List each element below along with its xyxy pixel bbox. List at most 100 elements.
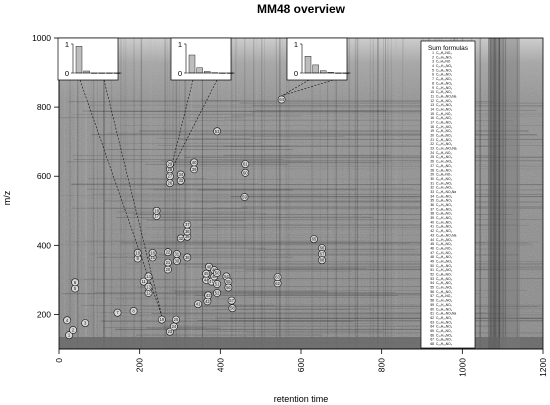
peak-label: 23	[168, 329, 173, 334]
legend-entry: 7 C₁₈H₁₉NO₃	[432, 77, 452, 81]
legend-entry: 25 C₂₁H₂₆NO₃	[430, 155, 452, 159]
horizontal-streak	[200, 278, 543, 279]
legend-entry-number: 24	[430, 151, 434, 155]
vertical-streak	[377, 38, 379, 349]
vertical-streak	[288, 38, 290, 349]
peak-circle	[277, 95, 286, 104]
horizontal-streak	[84, 278, 170, 280]
horizontal-streak	[133, 214, 513, 215]
peak-label: 59	[242, 195, 247, 200]
horizontal-streak	[184, 318, 543, 319]
legend-entry: 58 C₂₀H₂₅NO₄	[430, 299, 453, 303]
vertical-streak	[304, 38, 306, 349]
peak-marker: 13	[144, 282, 153, 291]
horizontal-streak	[187, 251, 419, 253]
horizontal-streak	[104, 200, 426, 202]
horizontal-streak	[116, 217, 374, 218]
legend-entry-number: 14	[430, 107, 434, 111]
peak-marker: 34	[176, 170, 185, 179]
vertical-streak	[202, 38, 203, 349]
horizontal-streak	[248, 249, 416, 251]
horizontal-streak	[223, 154, 391, 156]
peak-marker: 32	[176, 234, 185, 243]
vertical-streak	[77, 38, 79, 349]
legend-entry-formula: C₂₁H₂₆NO₄	[436, 325, 453, 329]
legend-entry-formula: C₂₁H₂₆NO₃	[436, 155, 453, 159]
peak-label: 32	[178, 236, 183, 241]
legend-entry-formula: C₂₀H₂₁NO₅	[436, 220, 453, 224]
horizontal-streak	[227, 243, 357, 245]
legend-entry-number: 60	[430, 307, 434, 311]
horizontal-streak	[178, 146, 502, 147]
horizontal-streak	[61, 293, 434, 295]
legend-entry: 47 C₂₀H₁₇NO₄	[430, 251, 452, 255]
peak-marker: 30	[172, 256, 181, 265]
inset-tick-label: 1	[294, 40, 298, 49]
vertical-streak	[357, 38, 359, 349]
legend-entry-number: 51	[430, 268, 434, 272]
legend-entry-number: 38	[430, 212, 434, 216]
peak-label: 15	[150, 255, 155, 260]
legend-entry: 16 C₁₉H₁₉NO₂	[430, 116, 452, 120]
isotope-inset: 01	[170, 37, 235, 81]
peak-circle	[213, 269, 221, 277]
isotope-inset: 01	[286, 37, 351, 81]
horizontal-streak	[110, 208, 543, 209]
horizontal-streak	[101, 320, 354, 322]
vertical-streak	[516, 38, 518, 349]
vertical-streak	[69, 38, 71, 349]
peak-label: 68	[320, 258, 325, 263]
peak-label: 43	[206, 293, 211, 298]
legend-entry: 40 C₂₀H₂₁NO₅	[430, 220, 452, 224]
horizontal-streak	[71, 207, 249, 209]
horizontal-streak	[201, 197, 418, 199]
legend-entry-formula: C₂₀H₁₇NO₄	[436, 251, 453, 255]
vertical-streak	[327, 38, 329, 349]
horizontal-streak	[60, 244, 323, 246]
legend-entry-number: 58	[430, 299, 434, 303]
vertical-streak	[505, 38, 507, 349]
peak-marker: 53	[213, 127, 221, 136]
peak-label: 18	[154, 208, 159, 213]
horizontal-streak	[215, 317, 543, 319]
legend-entry-number: 46	[430, 246, 434, 250]
horizontal-streak	[219, 268, 367, 270]
peak-circle	[309, 235, 318, 243]
horizontal-streak	[136, 234, 441, 236]
peak-label: 45	[204, 271, 209, 276]
peak-marker: 43	[204, 291, 213, 300]
legend-entry-number: 63	[430, 320, 434, 324]
peak-label: 65	[312, 237, 317, 242]
horizontal-streak	[157, 138, 251, 139]
legend-entry-number: 12	[430, 99, 434, 103]
legend-entry-number: 30	[430, 177, 434, 181]
peak-label: 20	[166, 267, 171, 272]
legend-entry-formula: C₁₉H₁₇NO₃	[436, 51, 452, 55]
x-tick-label: 0	[54, 358, 64, 363]
legend-entry-number: 2	[432, 55, 434, 59]
vertical-streak	[279, 38, 281, 349]
vertical-streak	[348, 38, 350, 349]
peak-label: 24	[172, 324, 177, 329]
peak-circle	[65, 331, 73, 340]
peak-label: 34	[178, 172, 183, 177]
horizontal-streak	[115, 328, 429, 330]
legend-entry: 33 C₂₁H₂₇NO₄Na	[430, 190, 456, 194]
peak-label: 22	[166, 250, 171, 255]
vertical-streak	[83, 38, 84, 349]
y-tick-label: 800	[37, 102, 51, 112]
vertical-streak	[185, 38, 187, 349]
vertical-streak	[275, 38, 277, 349]
vertical-streak	[217, 38, 218, 349]
peak-circle	[213, 127, 221, 136]
legend-entry-formula: C₂₀H₂₅NO₄	[436, 299, 453, 303]
peak-circle	[183, 220, 192, 229]
horizontal-streak	[73, 159, 285, 160]
peak-circle	[241, 160, 250, 168]
legend-entry-number: 22	[430, 142, 434, 146]
peak-marker: 16	[148, 248, 157, 257]
vertical-streak	[357, 38, 359, 349]
vertical-streak	[111, 38, 113, 349]
peak-label: 29	[168, 162, 173, 167]
